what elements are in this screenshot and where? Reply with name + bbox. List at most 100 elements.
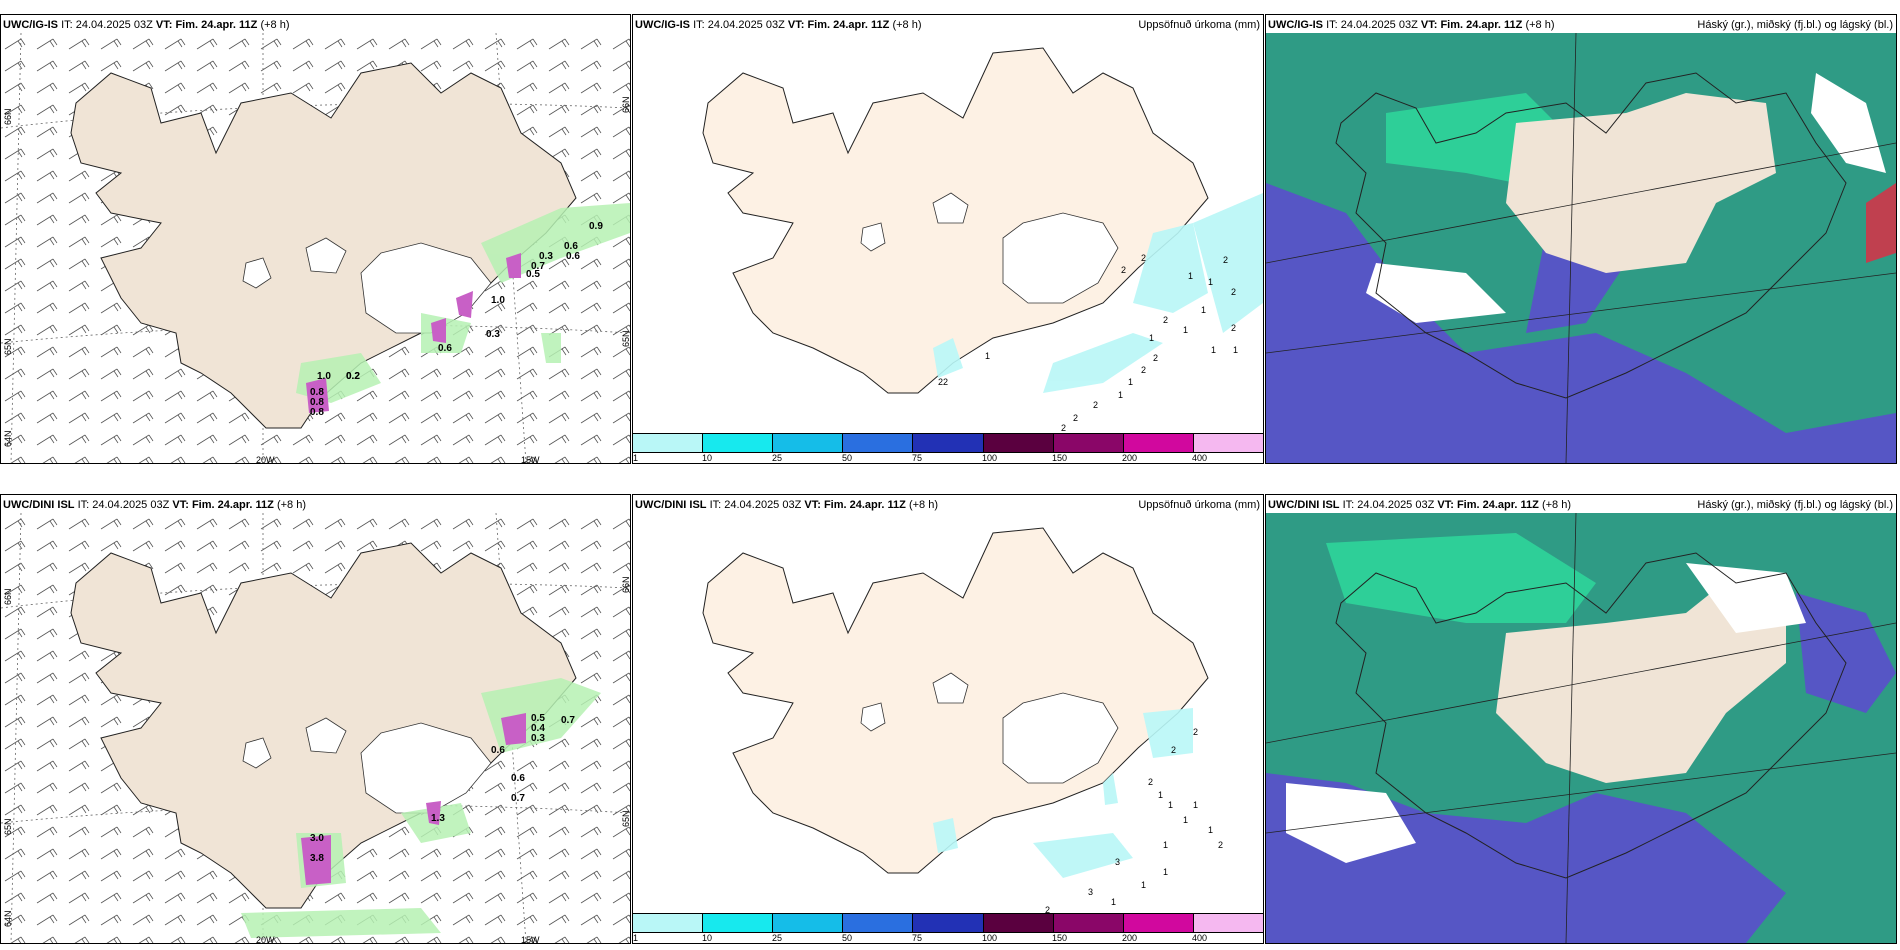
coastline	[1335, 72, 1847, 399]
precip-map-panel-1: UWC/IG-IS IT: 24.04.2025 03Z VT: Fim. 24…	[632, 14, 1264, 464]
value-label: 0.6	[511, 773, 525, 784]
glacier	[932, 192, 969, 224]
lon-label: 15W	[521, 935, 540, 944]
lon-label: 20W	[256, 935, 275, 944]
value-label: 3	[1088, 887, 1094, 897]
value-label: 3.8	[310, 853, 324, 864]
cloud-map	[1266, 33, 1896, 463]
colorbar-segment	[843, 914, 914, 932]
value-label: 1	[985, 351, 991, 361]
precip-value-labels: 2 2 2 1 1 1 1 1 2 1 3 1 3 2 1 1	[633, 495, 1263, 943]
cloud-layer-purple	[1796, 593, 1896, 713]
precip-map-panel-2: UWC/DINI ISL IT: 24.04.2025 03Z VT: Fim.…	[632, 494, 1264, 944]
lat-label: 64N	[3, 910, 13, 927]
value-label: 0.9	[589, 221, 603, 232]
value-label: 2	[1073, 413, 1079, 423]
colorbar-label: 200	[1122, 933, 1138, 943]
colorbar-segment	[633, 434, 704, 452]
value-label: 1	[1233, 345, 1239, 355]
value-label: 3	[1115, 857, 1121, 867]
value-label: 0.2	[346, 371, 360, 382]
value-label: 1	[1163, 867, 1169, 877]
value-label: 1.3	[431, 813, 445, 824]
wind-map-svg	[1, 513, 630, 943]
lon-label: 20W	[256, 455, 275, 464]
colorbar-label: 75	[912, 453, 923, 463]
colorbar-segment	[1123, 914, 1194, 932]
value-label: 1	[1193, 800, 1199, 810]
lat-label-right: 66N	[621, 576, 631, 593]
value-label: 2	[1193, 727, 1199, 737]
colorbar-label: 100	[982, 933, 998, 943]
colorbar-label: 25	[772, 933, 783, 943]
colorbar-segment	[983, 434, 1054, 452]
value-label: 1	[1141, 880, 1147, 890]
precip-map	[633, 513, 1263, 915]
graticule	[1266, 33, 1896, 463]
value-label: 2	[1148, 777, 1154, 787]
colorbar-label: 1	[633, 453, 639, 463]
lat-label: 65N	[3, 338, 13, 355]
lat-label: 65N	[3, 818, 13, 835]
glacier-vatnajokull	[360, 722, 492, 814]
value-labels: 0.7 0.5 0.4 0.3 0.6 0.7 0.6 1.3 3.8 3.0	[1, 495, 630, 943]
precip-map-svg	[702, 47, 1263, 394]
value-label: 0.3	[531, 733, 545, 744]
value-label: 1	[1158, 790, 1164, 800]
panel-subtitle: Uppsöfnuð úrkoma (mm)	[1138, 499, 1260, 511]
wind-map-svg	[1, 33, 630, 463]
colorbar-segment	[843, 434, 914, 452]
graticule	[1266, 513, 1896, 943]
panel-header: UWC/DINI ISL IT: 24.04.2025 03Z VT: Fim.…	[3, 499, 306, 511]
panel-header: UWC/IG-IS IT: 24.04.2025 03Z VT: Fim. 24…	[635, 19, 922, 31]
value-label: 2	[1163, 315, 1169, 325]
glacier-hofsjokull	[242, 257, 272, 289]
precip-colorbar-1	[632, 433, 1264, 453]
colorbar-segment	[913, 434, 984, 452]
value-label: 2	[1121, 265, 1127, 275]
colorbar-label: 200	[1122, 453, 1138, 463]
value-label: 0.3	[539, 251, 553, 262]
value-label: 0.5	[526, 269, 540, 280]
value-label: 0.2	[346, 371, 360, 382]
glacier-langjokull	[305, 717, 347, 754]
value-label: 0.6	[491, 745, 505, 756]
colorbar-labels-1: 1 10 25 50 75 100 150 200 400	[632, 453, 1262, 465]
value-label: 0.6	[438, 343, 452, 354]
colorbar-labels-2: 1 10 25 50 75 100 150 200 400	[632, 933, 1262, 945]
value-label: 2	[1171, 745, 1177, 755]
cloud-map-svg	[1266, 33, 1896, 463]
colorbar-label: 150	[1052, 453, 1068, 463]
value-label: 1	[1183, 325, 1189, 335]
value-label: 0.7	[561, 715, 575, 726]
cloud-white	[1686, 563, 1806, 633]
value-label: 2	[1231, 287, 1237, 297]
value-label: 0.7	[511, 793, 525, 804]
cloud-white	[1366, 263, 1506, 323]
wind-map-panel-1: UWC/IG-IS IT: 24.04.2025 03Z VT: Fim. 24…	[0, 14, 631, 464]
colorbar-label: 10	[702, 933, 713, 943]
lat-label-right: 66N	[621, 96, 631, 113]
value-label: 1	[1208, 825, 1214, 835]
value-label: 0.4	[531, 723, 545, 734]
colorbar-label: 10	[702, 453, 713, 463]
glacier	[932, 672, 969, 704]
colorbar-segment	[1193, 914, 1263, 932]
value-label: 2	[1141, 253, 1147, 263]
lat-label: 66N	[3, 108, 13, 125]
precip-colorbar-2	[632, 913, 1264, 933]
glacier-hofsjokull	[242, 737, 272, 769]
panel-header: UWC/IG-IS IT: 24.04.2025 03Z VT: Fim. 24…	[1268, 19, 1555, 31]
value-label: 2	[1141, 365, 1147, 375]
value-label: 0.8	[310, 407, 324, 418]
value-label: 1	[1168, 800, 1174, 810]
colorbar-label: 50	[842, 933, 853, 943]
value-label: 0.3	[486, 329, 500, 340]
cloud-highcloud-red	[1866, 183, 1896, 263]
precip-core	[306, 253, 521, 413]
panel-header: UWC/IG-IS IT: 24.04.2025 03Z VT: Fim. 24…	[3, 19, 290, 31]
precip-map	[633, 33, 1263, 435]
value-label: 0.6	[566, 251, 580, 262]
colorbar-label: 75	[912, 933, 923, 943]
glacier-langjokull	[305, 237, 347, 274]
